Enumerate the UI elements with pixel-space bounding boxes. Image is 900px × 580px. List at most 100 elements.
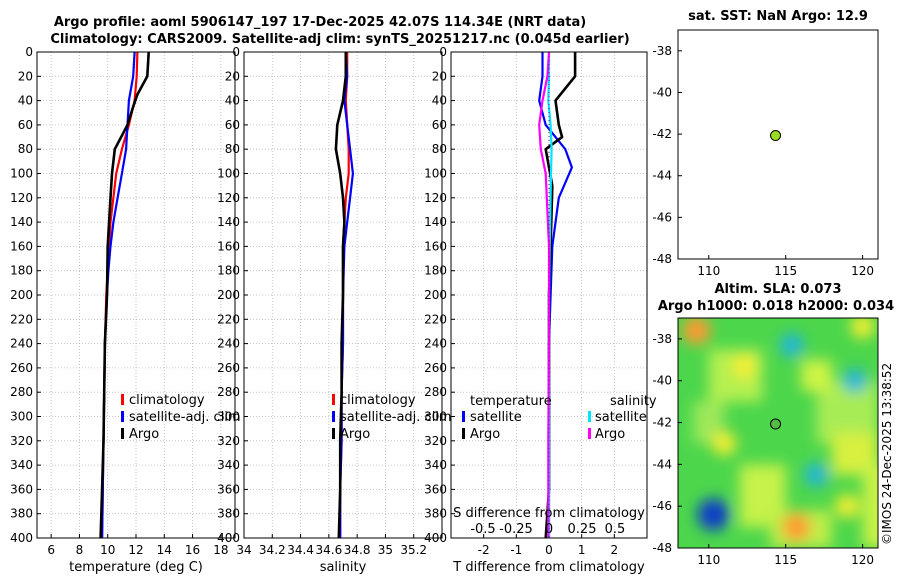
legend-label: climatology: [340, 393, 416, 408]
axes-frame: [36, 51, 236, 539]
sla-field: [682, 318, 878, 548]
y-tick-label: 300: [217, 410, 240, 424]
y-tick-label: 260: [10, 361, 33, 375]
x-tick-label: 12: [128, 543, 143, 557]
sla-anomaly-blob: [682, 318, 711, 345]
y-tick-label: 160: [10, 239, 33, 253]
series-line-argo: [334, 52, 348, 539]
s-tick-label: 0.25: [568, 522, 597, 537]
y-tick-label: 280: [424, 385, 447, 399]
main-title-line1: Argo profile: aoml 5906147_197 17-Dec-20…: [53, 15, 587, 30]
y-tick-label: 180: [424, 264, 447, 278]
y-tick-label: 20: [432, 69, 447, 83]
x-tick-label: 34: [236, 543, 251, 557]
map-y-tick-label: -40: [652, 85, 672, 99]
map-y-tick-label: -44: [652, 169, 672, 183]
sla-patch: [862, 464, 878, 548]
legend-title-salinity: salinity: [610, 394, 657, 409]
x-tick-label: -2: [478, 543, 490, 557]
sla-anomaly-blob: [835, 494, 860, 519]
y-tick-label: 240: [10, 337, 33, 351]
y-tick-label: 40: [18, 94, 33, 108]
legend-swatch: [588, 428, 591, 439]
y-tick-label: 100: [10, 167, 33, 181]
x-axis-label: temperature (deg C): [69, 560, 203, 575]
x-tick-label: 34.4: [287, 543, 314, 557]
y-tick-label: 320: [217, 434, 240, 448]
y-tick-label: 0: [439, 45, 447, 59]
panel-temperature: 0204060801001201401601802002202402602803…: [10, 45, 241, 575]
map-y-tick-label: -46: [652, 499, 672, 513]
panel-salinity: 0204060801001201401601802002202402602803…: [217, 45, 452, 575]
s-tick-label: 0.5: [605, 522, 626, 537]
y-tick-label: 280: [217, 385, 240, 399]
y-tick-label: 160: [217, 239, 240, 253]
y-tick-label: 200: [217, 288, 240, 302]
x-tick-label: -1: [510, 543, 522, 557]
y-tick-label: 160: [424, 239, 447, 253]
y-tick-label: 120: [217, 191, 240, 205]
legend-swatch: [332, 428, 335, 439]
x-tick-label: 18: [213, 543, 228, 557]
y-tick-label: 40: [432, 94, 447, 108]
y-tick-label: 340: [10, 458, 33, 472]
x-tick-label: 0: [545, 543, 553, 557]
sla-anomaly-blob: [697, 498, 730, 531]
profile-location-marker: [770, 130, 782, 142]
y-tick-label: 20: [18, 69, 33, 83]
y-tick-label: 360: [424, 482, 447, 496]
y-tick-label: 380: [217, 507, 240, 521]
legend-swatch: [332, 411, 335, 422]
y-tick-label: 120: [10, 191, 33, 205]
s-tick-label: -0.25: [499, 522, 533, 537]
y-tick-label: 380: [10, 507, 33, 521]
legend-label: satellite-adj. clim: [129, 410, 241, 425]
sla-anomaly-blob: [850, 318, 875, 339]
y-tick-label: 100: [424, 167, 447, 181]
y-tick-label: 0: [232, 45, 240, 59]
map-x-tick-label: 120: [851, 264, 874, 278]
x-tick-label: 6: [47, 543, 55, 557]
sst-map-title: sat. SST: NaN Argo: 12.9: [688, 9, 868, 24]
map-x-tick-label: 110: [697, 264, 720, 278]
y-tick-label: 180: [10, 264, 33, 278]
y-tick-label: 300: [424, 410, 447, 424]
sst-map: 110 115 120 -38 -40 -42 -44 -46 -48: [652, 29, 879, 278]
y-tick-label: 220: [217, 312, 240, 326]
sla-anomaly-blob: [779, 333, 804, 358]
y-tick-label: 0: [25, 45, 33, 59]
y-tick-label: 180: [217, 264, 240, 278]
y-tick-label: 20: [225, 69, 240, 83]
sla-map-title-line2: Argo h1000: 0.018 h2000: 0.034: [657, 299, 895, 314]
y-tick-label: 300: [10, 410, 33, 424]
y-tick-label: 60: [225, 118, 240, 132]
legend-label: satellite: [470, 410, 522, 425]
x-tick-label: 34.8: [344, 543, 371, 557]
y-tick-label: 400: [10, 531, 33, 545]
y-tick-label: 320: [424, 434, 447, 448]
sla-anomaly-blob: [782, 513, 811, 542]
legend-label: satellite: [595, 410, 647, 425]
map-x-tick-label: 120: [851, 553, 874, 567]
x-tick-label: 35: [378, 543, 393, 557]
y-tick-label: 240: [424, 337, 447, 351]
map-x-tick-label: 110: [697, 553, 720, 567]
x-tick-label: 10: [100, 543, 115, 557]
map-frame: [677, 29, 879, 260]
y-tick-label: 240: [217, 337, 240, 351]
y-tick-label: 400: [217, 531, 240, 545]
legend-swatch: [332, 394, 335, 405]
y-tick-label: 80: [432, 142, 447, 156]
map-y-tick-label: -42: [652, 127, 672, 141]
y-tick-label: 340: [217, 458, 240, 472]
y-tick-label: 140: [217, 215, 240, 229]
y-tick-label: 140: [424, 215, 447, 229]
legend-title-temperature: temperature: [470, 394, 552, 409]
y-tick-label: 200: [10, 288, 33, 302]
legend-label: Argo: [595, 427, 625, 442]
map-y-tick-label: -38: [652, 44, 672, 58]
sla-patch: [801, 359, 832, 392]
x-axis-label: salinity: [320, 560, 367, 575]
x-tick-label: 1: [578, 543, 586, 557]
